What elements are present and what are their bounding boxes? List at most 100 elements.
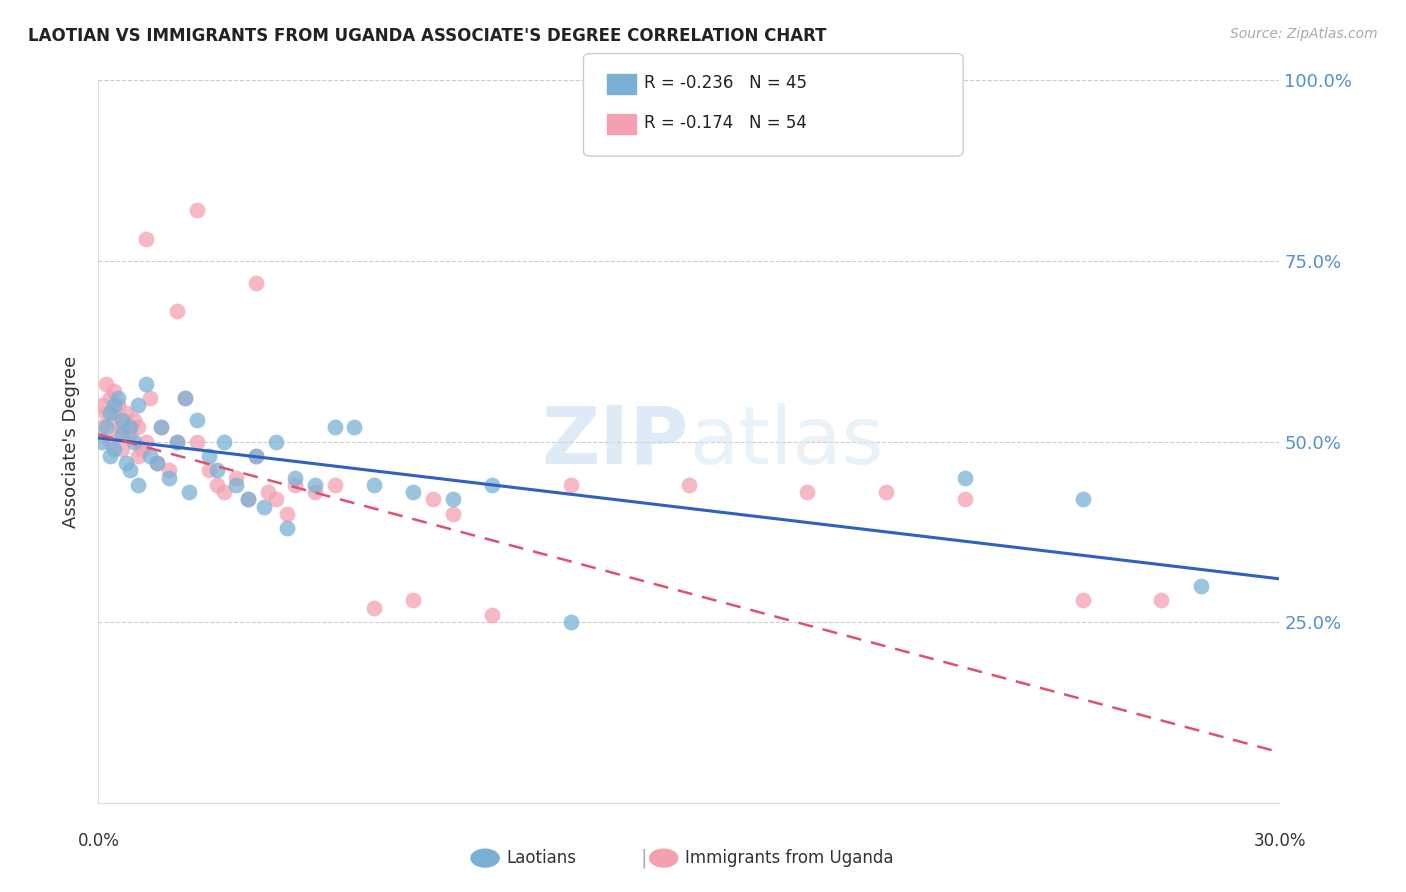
Point bbox=[91, 434, 114, 449]
Point bbox=[111, 413, 134, 427]
Point bbox=[1071, 593, 1094, 607]
Point bbox=[953, 492, 976, 507]
Point bbox=[481, 478, 503, 492]
Point bbox=[441, 492, 464, 507]
Point bbox=[96, 376, 118, 391]
Point bbox=[157, 463, 180, 477]
Point bbox=[343, 420, 366, 434]
Point bbox=[363, 600, 385, 615]
Point bbox=[186, 434, 208, 449]
Point bbox=[157, 470, 180, 484]
Point bbox=[245, 449, 267, 463]
Point bbox=[205, 478, 228, 492]
Point bbox=[111, 427, 134, 442]
Point bbox=[107, 427, 129, 442]
Point bbox=[245, 449, 267, 463]
Point bbox=[111, 442, 134, 456]
Point bbox=[481, 607, 503, 622]
Point bbox=[796, 485, 818, 500]
Point bbox=[953, 470, 976, 484]
Text: ZIP: ZIP bbox=[541, 402, 689, 481]
Text: 0.0%: 0.0% bbox=[77, 831, 120, 850]
Point bbox=[115, 456, 138, 470]
Point bbox=[875, 485, 897, 500]
Point bbox=[127, 449, 149, 463]
Point bbox=[1150, 593, 1173, 607]
Point bbox=[122, 413, 145, 427]
Point bbox=[678, 478, 700, 492]
Text: Immigrants from Uganda: Immigrants from Uganda bbox=[685, 849, 893, 867]
Point bbox=[98, 434, 121, 449]
Point bbox=[256, 485, 278, 500]
Point bbox=[146, 456, 169, 470]
Point bbox=[177, 485, 200, 500]
Text: 30.0%: 30.0% bbox=[1253, 831, 1306, 850]
Point bbox=[103, 384, 125, 398]
Point bbox=[264, 492, 287, 507]
Point bbox=[166, 304, 188, 318]
Point bbox=[197, 463, 219, 477]
Point bbox=[98, 406, 121, 420]
Point bbox=[138, 449, 160, 463]
Text: Source: ZipAtlas.com: Source: ZipAtlas.com bbox=[1230, 27, 1378, 41]
Point bbox=[253, 500, 276, 514]
Point bbox=[441, 507, 464, 521]
Point bbox=[103, 413, 125, 427]
Point bbox=[225, 478, 247, 492]
Point bbox=[103, 442, 125, 456]
Point bbox=[127, 398, 149, 412]
Point bbox=[197, 449, 219, 463]
Point bbox=[304, 478, 326, 492]
Point bbox=[225, 470, 247, 484]
Point bbox=[284, 478, 307, 492]
Point bbox=[131, 442, 153, 456]
Point bbox=[323, 478, 346, 492]
Point bbox=[138, 391, 160, 405]
Text: LAOTIAN VS IMMIGRANTS FROM UGANDA ASSOCIATE'S DEGREE CORRELATION CHART: LAOTIAN VS IMMIGRANTS FROM UGANDA ASSOCI… bbox=[28, 27, 827, 45]
Point bbox=[96, 420, 118, 434]
Point bbox=[96, 406, 118, 420]
Point bbox=[91, 420, 114, 434]
Point bbox=[422, 492, 444, 507]
Point bbox=[103, 398, 125, 412]
Point bbox=[402, 485, 425, 500]
Point bbox=[264, 434, 287, 449]
Point bbox=[146, 456, 169, 470]
Point bbox=[276, 507, 298, 521]
Point bbox=[402, 593, 425, 607]
Point bbox=[150, 420, 173, 434]
Point bbox=[127, 420, 149, 434]
Point bbox=[111, 420, 134, 434]
Point bbox=[166, 434, 188, 449]
Point bbox=[205, 463, 228, 477]
Point bbox=[118, 427, 141, 442]
Point bbox=[174, 391, 197, 405]
Point bbox=[98, 391, 121, 405]
Point bbox=[1071, 492, 1094, 507]
Point bbox=[236, 492, 259, 507]
Point bbox=[214, 434, 236, 449]
Point bbox=[135, 376, 157, 391]
Text: Laotians: Laotians bbox=[506, 849, 576, 867]
Point bbox=[1189, 579, 1212, 593]
Point bbox=[150, 420, 173, 434]
Point bbox=[323, 420, 346, 434]
Point bbox=[304, 485, 326, 500]
Point bbox=[107, 398, 129, 412]
Y-axis label: Associate's Degree: Associate's Degree bbox=[62, 355, 80, 528]
Point bbox=[91, 398, 114, 412]
Text: R = -0.236   N = 45: R = -0.236 N = 45 bbox=[644, 74, 807, 92]
Text: atlas: atlas bbox=[689, 402, 883, 481]
Point bbox=[186, 203, 208, 218]
Point bbox=[135, 232, 157, 246]
Point bbox=[276, 521, 298, 535]
Point bbox=[127, 478, 149, 492]
Point bbox=[560, 478, 582, 492]
Point bbox=[245, 276, 267, 290]
Point bbox=[236, 492, 259, 507]
Point bbox=[284, 470, 307, 484]
Point bbox=[115, 406, 138, 420]
Point bbox=[214, 485, 236, 500]
Point bbox=[118, 463, 141, 477]
Point bbox=[98, 449, 121, 463]
